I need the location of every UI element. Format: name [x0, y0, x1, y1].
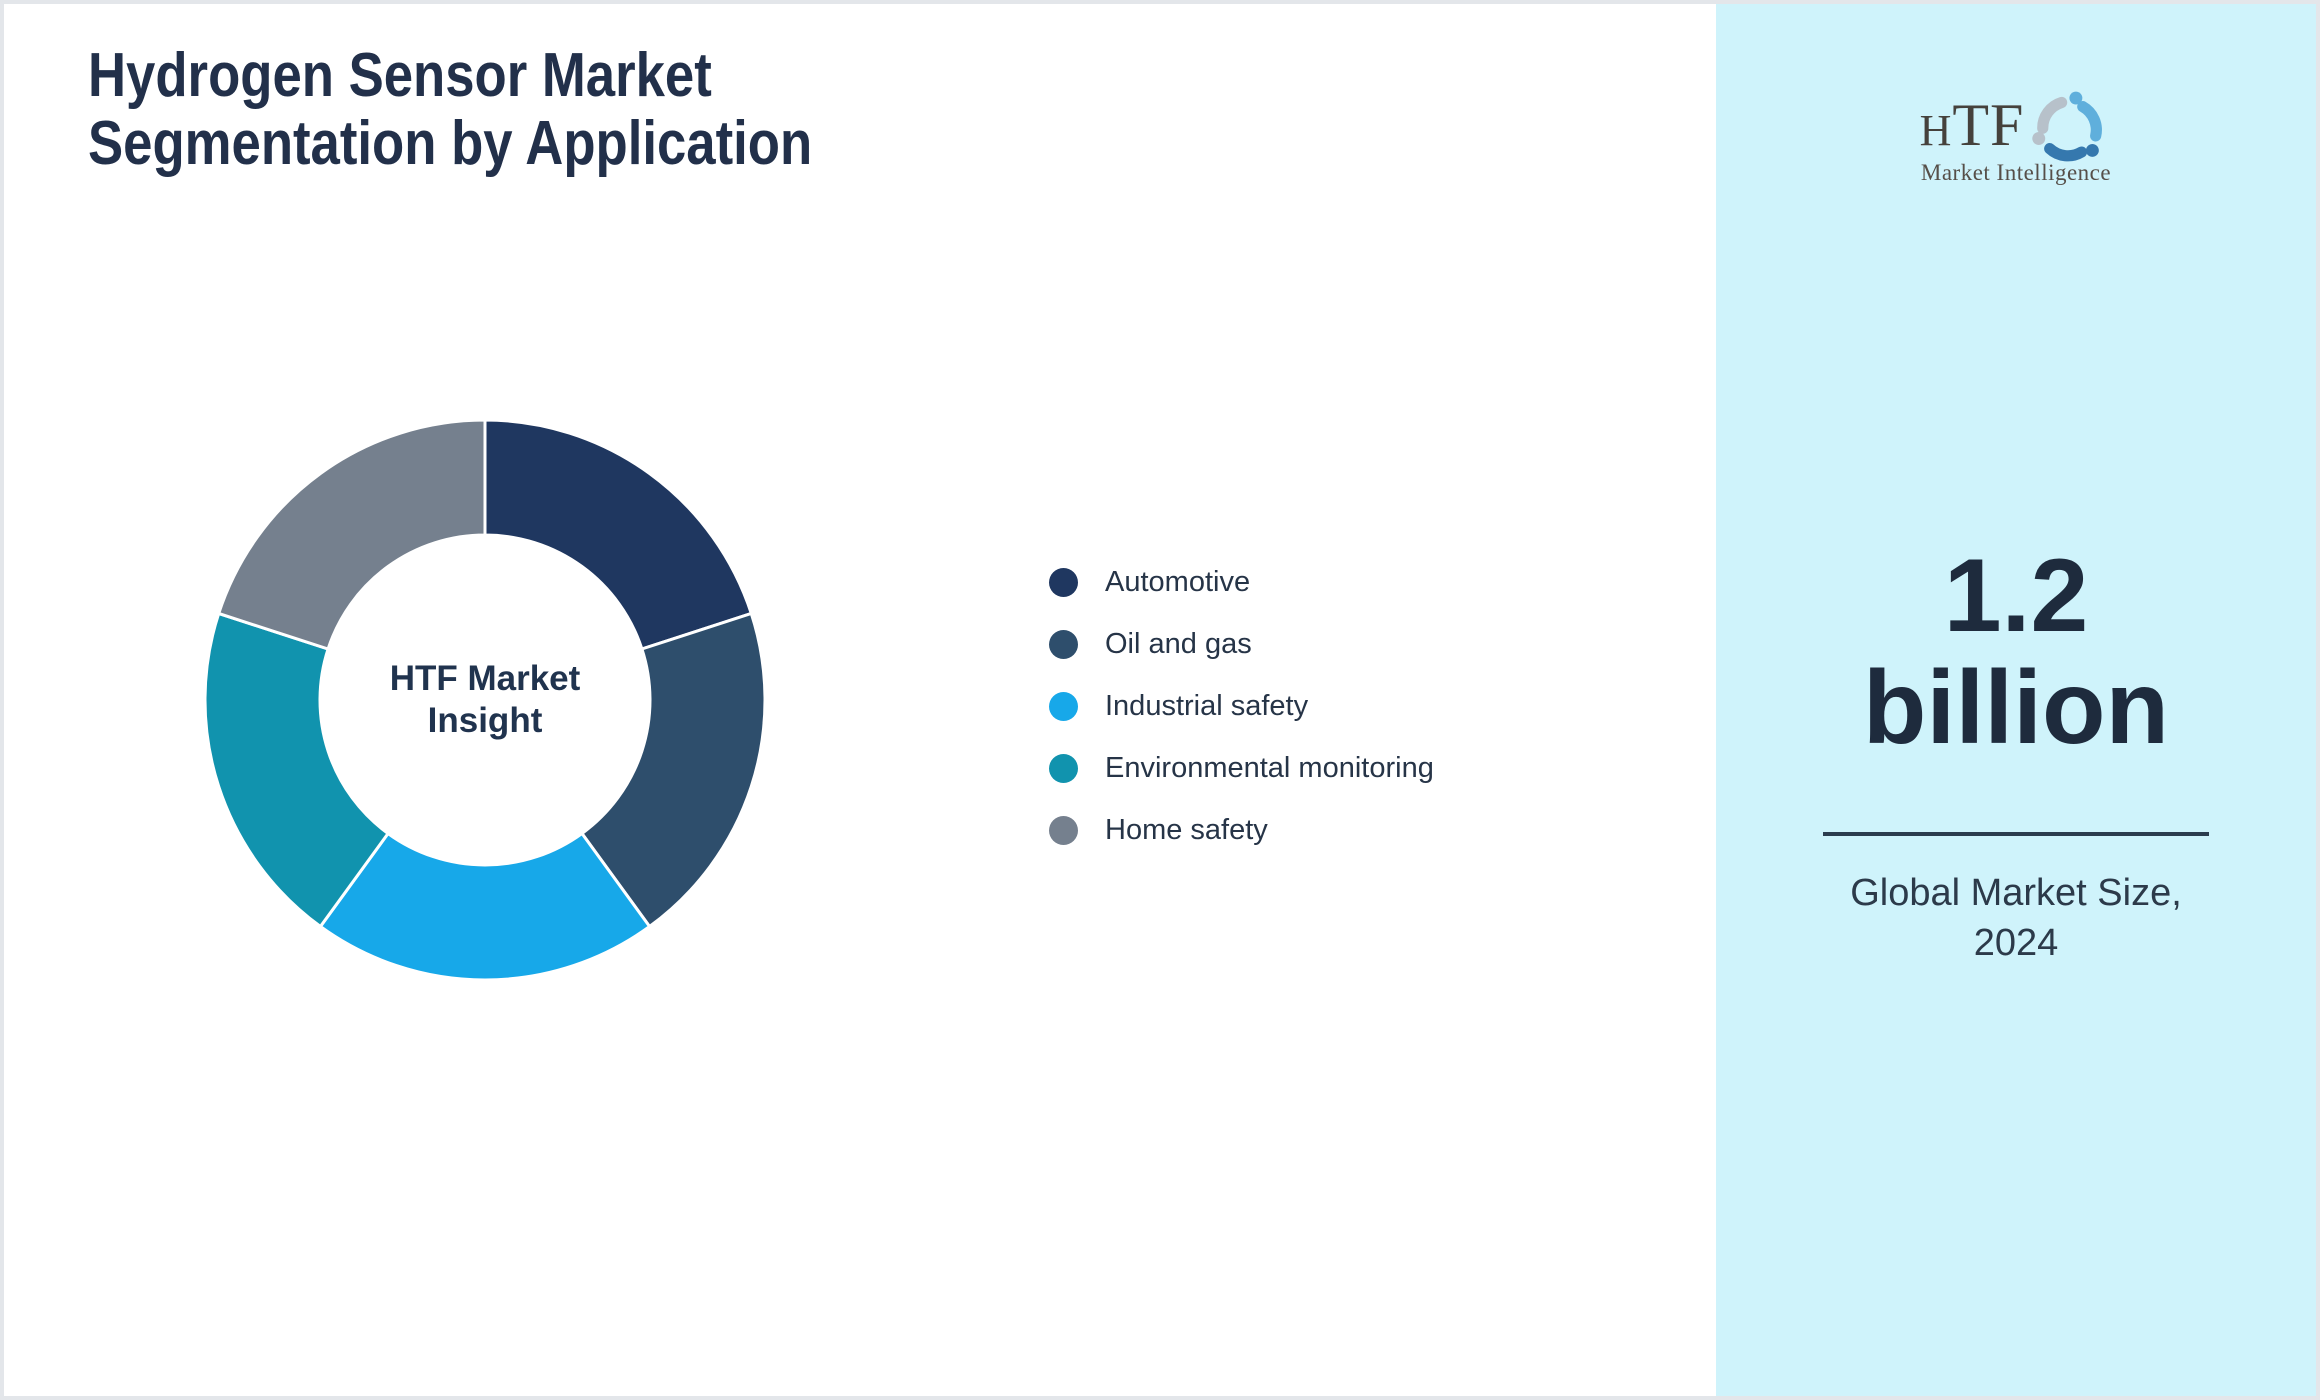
legend-swatch-icon	[1049, 691, 1078, 721]
logo-figure	[2032, 96, 2068, 145]
legend-item-home-safety: Home safety	[1049, 799, 1434, 861]
logo-figure	[2069, 91, 2103, 142]
market-size-value-line1: 1.2	[1943, 538, 2089, 654]
htf-logo-swirl-icon	[2032, 91, 2103, 162]
logo-figure	[2044, 143, 2100, 162]
donut-segment-environmental-monitoring	[203, 611, 391, 929]
htf-logo-row: H TF	[1920, 74, 2113, 162]
sidebar: H TF Market Intelligence 1.2 billion Glob…	[1716, 4, 2316, 1396]
legend-swatch-icon	[1049, 753, 1078, 783]
htf-logo-letter-h: H	[1919, 106, 1953, 155]
page-title: Hydrogen Sensor Market Segmentation by A…	[88, 42, 812, 178]
market-size-caption-line2: 2024	[1973, 922, 2059, 964]
market-size-value: 1.2 billion	[1716, 540, 2316, 764]
htf-logo: H TF Market Intelligence	[1716, 74, 2316, 186]
htf-logo-wordmark: H TF	[1920, 91, 2025, 160]
legend-label: Home safety	[1105, 813, 1268, 846]
page-title-line1: Hydrogen Sensor Market	[88, 41, 712, 110]
htf-logo-tagline: Market Intelligence	[1920, 160, 2112, 185]
donut-segment-industrial-safety	[318, 831, 652, 982]
donut-segment-home-safety	[216, 418, 487, 651]
legend-label: Automotive	[1105, 565, 1251, 598]
legend: Automotive Oil and gas Industrial safety En…	[1049, 551, 1434, 861]
legend-swatch-icon	[1049, 629, 1078, 659]
legend-label: Environmental monitoring	[1105, 751, 1434, 784]
legend-item-industrial-safety: Industrial safety	[1049, 675, 1434, 737]
legend-label: Industrial safety	[1105, 689, 1309, 722]
donut-chart: HTF Market Insight	[202, 417, 768, 983]
market-size-caption: Global Market Size, 2024	[1716, 868, 2316, 968]
market-size-caption-line1: Global Market Size,	[1850, 872, 2182, 914]
page-title-line2: Segmentation by Application	[88, 109, 813, 178]
legend-item-oil-and-gas: Oil and gas	[1049, 613, 1434, 675]
stat-divider	[1823, 832, 2209, 836]
legend-item-environmental-monitoring: Environmental monitoring	[1049, 737, 1434, 799]
htf-logo-letters-tf: TF	[1952, 92, 2025, 158]
legend-label: Oil and gas	[1105, 627, 1252, 660]
legend-swatch-icon	[1049, 567, 1078, 597]
donut-chart-svg	[203, 418, 767, 982]
donut-segment-automotive	[483, 418, 754, 651]
legend-swatch-icon	[1049, 815, 1078, 845]
market-size-value-line2: billion	[1862, 650, 2170, 766]
donut-segment-oil-and-gas	[579, 611, 767, 929]
legend-item-automotive: Automotive	[1049, 551, 1434, 613]
